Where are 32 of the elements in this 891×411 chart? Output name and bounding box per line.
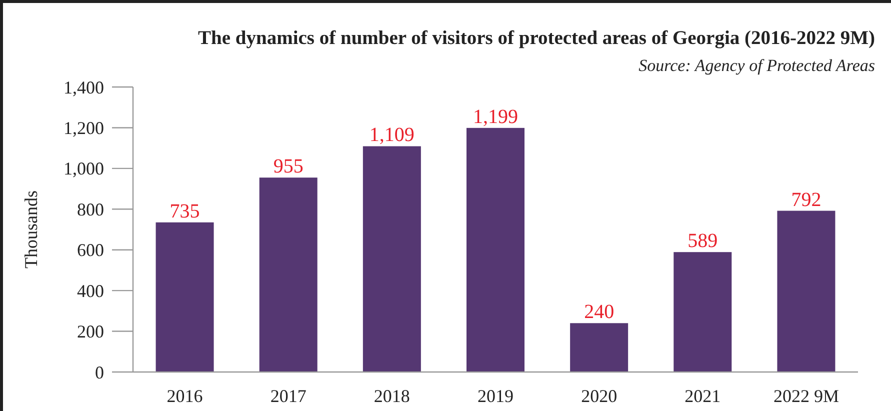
bar	[156, 222, 214, 372]
y-axis-title: Thousands	[21, 190, 41, 268]
x-tick-label: 2019	[478, 386, 514, 406]
bar	[570, 323, 628, 372]
data-label: 955	[273, 156, 304, 178]
bar	[259, 178, 318, 372]
bar	[674, 252, 732, 372]
y-tick-label: 1,200	[64, 118, 104, 138]
data-label: 1,109	[369, 124, 414, 146]
data-label: 240	[584, 301, 614, 324]
x-tick-label: 2016	[166, 386, 203, 406]
y-tick-label: 400	[77, 280, 104, 301]
y-tick-label: 600	[77, 240, 104, 260]
data-label: 792	[791, 188, 822, 211]
bar	[362, 146, 421, 372]
chart-title: The dynamics of number of visitors of protected areas of Georgia (2016-2022 9M)	[198, 28, 875, 49]
x-tick-label: 2022 9M	[773, 386, 839, 406]
bar	[777, 210, 836, 372]
source-note: Source: Agency of Protected Areas	[638, 56, 876, 75]
bar	[466, 128, 524, 372]
y-tick-label: 1,400	[64, 77, 104, 98]
x-tick-label: 2021	[684, 386, 721, 406]
data-label: 589	[688, 230, 718, 252]
y-tick-label: 200	[77, 322, 104, 342]
y-tick-label: 800	[77, 199, 104, 220]
y-tick-label: 1,000	[64, 158, 104, 179]
y-tick-label: 0	[95, 362, 104, 382]
x-tick-label: 2017	[270, 386, 306, 406]
data-label: 1,199	[473, 106, 518, 128]
data-label: 735	[170, 200, 200, 222]
x-tick-label: 2020	[581, 386, 618, 406]
x-tick-label: 2018	[374, 386, 410, 406]
